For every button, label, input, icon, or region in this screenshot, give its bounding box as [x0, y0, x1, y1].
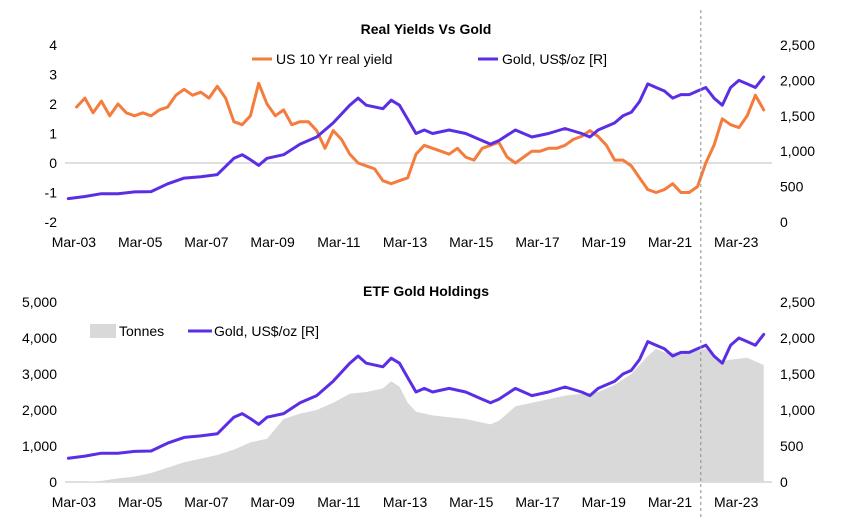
series-line-gold	[66, 75, 766, 201]
y-right-tick-label: 1,000	[780, 143, 815, 159]
series-line-real-yield	[75, 81, 766, 194]
legend-label-gold: Gold, US$/oz [R]	[502, 51, 607, 67]
x-tick-label: Mar-23	[714, 494, 759, 510]
x-tick-label: Mar-13	[383, 234, 428, 250]
chart-etf-gold-holdings: ETF Gold Holdings Tonnes Gold, US$/oz [R…	[22, 283, 815, 510]
x-tick-label: Mar-13	[383, 494, 428, 510]
x-tick-label: Mar-17	[515, 234, 560, 250]
x-tick-label: Mar-07	[184, 234, 229, 250]
x-tick-label: Mar-05	[118, 494, 163, 510]
y-right-tick-label: 500	[780, 438, 804, 454]
chart-real-yields-vs-gold: Real Yields Vs Gold US 10 Yr real yield …	[45, 21, 816, 250]
y-right-tick-label: 1,500	[780, 366, 815, 382]
x-tick-label: Mar-11	[317, 234, 361, 250]
x-tick-label: Mar-09	[250, 234, 295, 250]
y-left-tick-label: 0	[49, 474, 57, 490]
y-right-tick-label: 0	[780, 474, 788, 490]
x-tick-label: Mar-19	[582, 234, 627, 250]
x-tick-label: Mar-17	[515, 494, 560, 510]
y-left-tick-label: 2	[49, 96, 57, 112]
x-tick-label: Mar-21	[648, 234, 693, 250]
legend-swatch-tonnes	[90, 324, 116, 338]
legend-label-gold: Gold, US$/oz [R]	[214, 323, 319, 339]
x-tick-label: Mar-07	[184, 494, 229, 510]
y-right-tick-label: 2,500	[780, 294, 815, 310]
x-tick-label: Mar-15	[449, 234, 494, 250]
legend-label-real-yield: US 10 Yr real yield	[276, 51, 392, 67]
y-left-tick-label: 2,000	[22, 402, 57, 418]
y-right-tick-label: 0	[780, 214, 788, 230]
x-tick-label: Mar-09	[250, 494, 295, 510]
series-line-gold	[66, 332, 766, 460]
y-right-tick-label: 1,500	[780, 108, 815, 124]
y-left-tick-label: 4	[49, 37, 57, 53]
y-left-tick-label: 3	[49, 67, 57, 83]
legend-label-tonnes: Tonnes	[119, 323, 164, 339]
chart-title: ETF Gold Holdings	[363, 283, 489, 299]
legend: US 10 Yr real yield Gold, US$/oz [R]	[252, 51, 607, 67]
legend: Tonnes Gold, US$/oz [R]	[90, 323, 319, 339]
x-tick-label: Mar-11	[317, 494, 361, 510]
x-tick-label: Mar-23	[714, 234, 759, 250]
y-left-tick-label: 5,000	[22, 294, 57, 310]
chart-title: Real Yields Vs Gold	[361, 21, 492, 37]
x-tick-label: Mar-19	[582, 494, 627, 510]
y-left-tick-label: 4,000	[22, 330, 57, 346]
x-tick-label: Mar-05	[118, 234, 163, 250]
x-tick-label: Mar-03	[52, 494, 97, 510]
y-right-tick-label: 1,000	[780, 402, 815, 418]
y-left-tick-label: 0	[49, 155, 57, 171]
y-left-tick-label: 3,000	[22, 366, 57, 382]
y-right-tick-label: 2,000	[780, 72, 815, 88]
x-tick-label: Mar-21	[648, 494, 693, 510]
y-left-tick-label: -2	[45, 214, 58, 230]
x-tick-label: Mar-15	[449, 494, 494, 510]
y-right-tick-label: 500	[780, 179, 804, 195]
y-right-tick-label: 2,500	[780, 37, 815, 53]
y-left-tick-label: 1	[49, 126, 57, 142]
y-left-tick-label: -1	[45, 185, 58, 201]
y-left-tick-label: 1,000	[22, 438, 57, 454]
x-tick-label: Mar-03	[52, 234, 97, 250]
y-right-tick-label: 2,000	[780, 330, 815, 346]
series-area-tonnes	[68, 348, 764, 482]
